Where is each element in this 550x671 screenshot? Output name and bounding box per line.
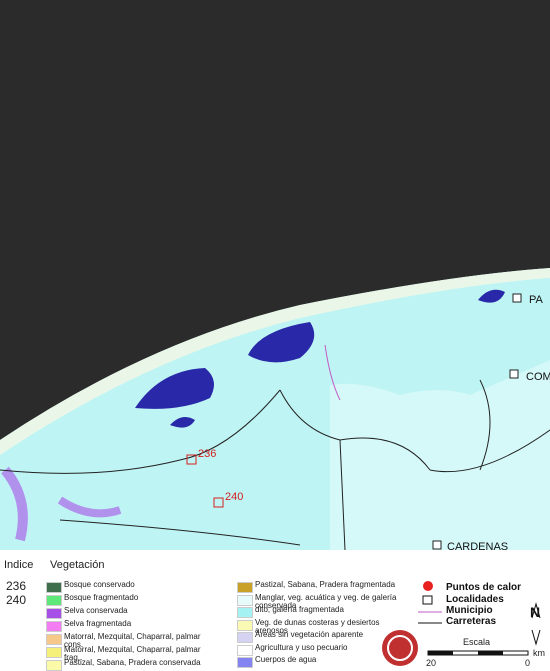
municipal-boundary [0,379,550,550]
map-label: 236 [198,448,216,460]
scale-bar [428,651,453,655]
legend-label: Cuerpos de agua [255,655,317,664]
legend-label: Pastizal, Sabana, Pradera fragmentada [255,580,396,589]
lagoon [170,416,195,428]
locality [432,540,442,550]
legend-symbol-label: Municipio [446,605,493,616]
lagoon [248,322,315,363]
vegetation-header: Vegetación [50,559,105,571]
index-value: 236 [6,579,27,593]
legend-swatch [46,660,62,671]
legend-swatch [237,582,253,593]
hotspot-symbol [423,581,433,591]
legend-symbol-label: Puntos de calor [446,582,522,593]
legend-swatch [237,607,253,618]
legend-label: Matorral, Mezquital, Chaparral, palmar c… [64,632,201,649]
map-label: PA [529,294,544,306]
north-arrow [531,602,541,646]
scale-left: 20 [426,658,437,668]
legend-label: Matorral, Mezquital, Chaparral, palmar f… [64,645,201,662]
legend-swatch [46,582,62,593]
legend-swatch [46,647,62,658]
map-label: COM [526,371,550,383]
legend-label: Manglar, veg. acuática y veg. de galería… [255,592,397,610]
scale-unit: km [533,648,545,658]
scale-right: 0 [525,658,531,668]
scale-bar [478,651,503,655]
locality-symbol [422,595,433,605]
legend-symbols [418,581,541,656]
legend-label: Veg. de dunas costeras y desiertos areno… [255,617,380,635]
legend-label: dito, galería fragmentada [255,605,344,614]
map-label: 240 [225,491,243,503]
legend-swatch [46,621,62,632]
legend-swatch [46,634,62,645]
legend-label: Bosque conservado [64,580,135,589]
forest [1,466,28,542]
legend-swatch [46,608,62,619]
river [324,344,341,401]
legend-swatch [237,657,253,668]
lagoon [135,368,214,409]
legend-label: Pastizal, Sabana, Pradera conservada [64,658,201,667]
legend-swatch [46,595,62,606]
legend-symbol-label: Carreteras [446,616,497,627]
north-label: N [530,604,541,620]
legend-swatch [237,644,253,656]
agriculture [330,360,550,550]
legend-swatch [237,594,253,606]
legend-label: Selva conservada [64,606,128,615]
legend-swatch [237,632,253,643]
hotspot [186,454,197,465]
logo [382,630,418,666]
legend-label: Agricultura y uso pecuario [255,642,348,652]
hotspot [213,497,224,508]
land [0,268,550,550]
map: 236 240 PA COM CARDENAS [0,0,550,550]
legend-label: Bosque fragmentado [64,593,139,602]
logo-ring [387,635,413,661]
index-value: 240 [6,593,27,607]
locality [512,293,522,303]
legend-label: Áreas sin vegetación aparente [255,630,364,639]
map-label: CARDENAS [447,541,508,550]
locality [509,369,519,379]
legend-label: Selva fragmentada [64,619,132,628]
legend-symbol-label: Localidades [446,594,504,605]
lagoon [478,289,505,303]
forest [57,496,122,518]
index-header: Indice [4,559,34,571]
legend-swatch [237,619,253,631]
scale-title: Escala [463,637,491,647]
